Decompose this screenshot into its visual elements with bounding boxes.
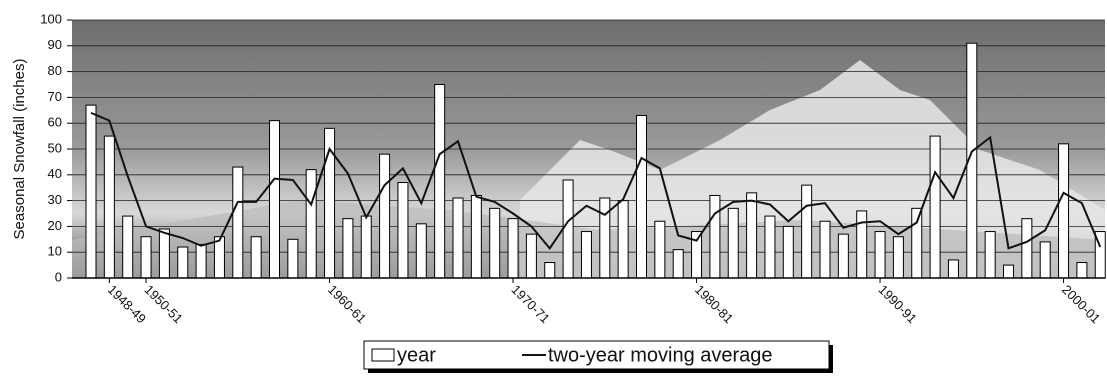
y-tick-label: 10 <box>48 244 62 259</box>
bar <box>380 154 390 278</box>
bar <box>545 263 555 278</box>
bar <box>508 219 518 278</box>
bar <box>453 198 463 278</box>
bar <box>747 193 757 278</box>
bar <box>1004 265 1014 278</box>
bar <box>820 221 830 278</box>
bar <box>802 185 812 278</box>
bar <box>875 232 885 278</box>
bar <box>490 208 500 278</box>
y-tick-label: 60 <box>48 115 62 130</box>
bar <box>343 219 353 278</box>
bar <box>1022 219 1032 278</box>
x-tick-label: 2000-01 <box>1059 282 1103 326</box>
y-tick-label: 40 <box>48 166 62 181</box>
legend-label: year <box>397 344 436 366</box>
bar <box>526 234 536 278</box>
y-tick-label: 90 <box>48 37 62 52</box>
bar <box>600 198 610 278</box>
bar <box>655 221 665 278</box>
bar <box>563 180 573 278</box>
bar <box>288 239 298 278</box>
bar <box>838 234 848 278</box>
x-tick-label: 1950-51 <box>141 282 185 326</box>
chart: Seasonal Snowfall (inches) year two-year… <box>0 0 1107 373</box>
bar <box>1077 263 1087 278</box>
bar <box>416 224 426 278</box>
bar <box>581 232 591 278</box>
bar <box>710 195 720 278</box>
bar <box>1059 144 1069 278</box>
y-tick-label: 20 <box>48 218 62 233</box>
y-tick-label: 0 <box>55 269 62 284</box>
y-axis-label: Seasonal Snowfall (inches) <box>11 59 28 240</box>
bar <box>765 216 775 278</box>
bar <box>728 208 738 278</box>
bar <box>86 105 96 278</box>
bar <box>893 237 903 278</box>
bar <box>398 183 408 278</box>
bar <box>214 237 224 278</box>
bar <box>985 232 995 278</box>
bar <box>141 237 151 278</box>
bar <box>104 136 114 278</box>
x-tick-label: 1970-71 <box>508 282 552 326</box>
y-tick-label: 50 <box>48 140 62 155</box>
bar <box>178 247 188 278</box>
y-tick-label: 80 <box>48 63 62 78</box>
bar <box>1040 242 1050 278</box>
bar <box>912 208 922 278</box>
x-tick-label: 1990-91 <box>875 282 919 326</box>
bar <box>471 195 481 278</box>
y-tick-label: 30 <box>48 192 62 207</box>
bar <box>123 216 133 278</box>
bar <box>783 226 793 278</box>
bar <box>251 237 261 278</box>
bar <box>435 85 445 279</box>
bar <box>948 260 958 278</box>
bar <box>159 229 169 278</box>
bar <box>270 121 280 278</box>
bar <box>306 170 316 278</box>
bar <box>692 232 702 278</box>
bar <box>637 115 647 278</box>
bar <box>673 250 683 278</box>
bar <box>618 201 628 278</box>
legend-label: two-year moving average <box>548 344 773 366</box>
x-tick-label: 1948-49 <box>105 282 149 326</box>
bar <box>196 244 206 278</box>
bar <box>930 136 940 278</box>
legend-swatch-bar <box>372 349 394 361</box>
bar <box>857 211 867 278</box>
x-tick-label: 1960-61 <box>325 282 369 326</box>
bar <box>361 216 371 278</box>
y-tick-label: 70 <box>48 89 62 104</box>
y-tick-label: 100 <box>40 11 62 26</box>
x-tick-label: 1980-81 <box>692 282 736 326</box>
bar <box>233 167 243 278</box>
